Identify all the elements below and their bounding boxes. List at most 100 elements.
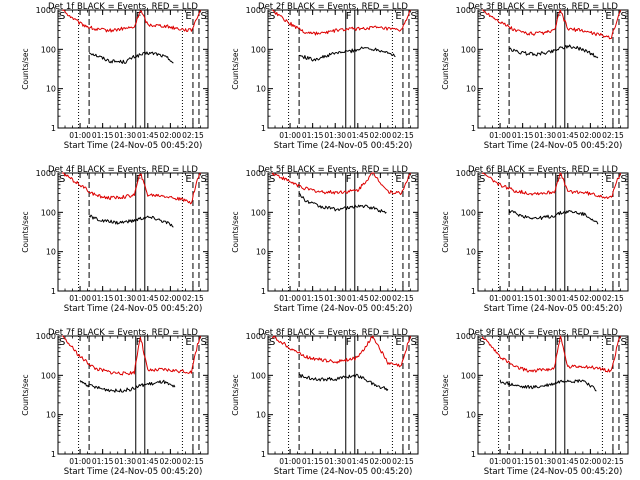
flag-label: S <box>479 11 485 22</box>
flag-label: E <box>185 337 191 348</box>
panel-1: Det 1f BLACK = Events, RED = LLD 1 10 100 10… <box>21 2 209 151</box>
x-tick-label: 01:15 <box>512 131 534 140</box>
x-axis-label: Start Time (24-Nov-05 00:45:20) <box>484 304 623 314</box>
x-tick-label: 01:15 <box>302 457 324 466</box>
x-tick-label: 01:00 <box>279 457 301 466</box>
x-tick-label: 01:15 <box>92 457 114 466</box>
x-tick-label: 01:30 <box>324 294 346 303</box>
x-tick-label: 01:45 <box>137 294 159 303</box>
series-line-red <box>61 9 201 33</box>
flag-label: E <box>395 337 401 348</box>
x-tick-label: 01:15 <box>92 294 114 303</box>
flag-label: E <box>185 11 191 22</box>
y-tick-label: 100 <box>41 45 56 54</box>
flag-label: S <box>620 174 626 185</box>
series-line-black <box>88 214 174 228</box>
y-tick-label: 1 <box>261 287 266 296</box>
flag-label: S <box>269 11 275 22</box>
flag-label: S <box>479 174 485 185</box>
y-tick-label: 100 <box>251 45 266 54</box>
x-axis-label: Start Time (24-Nov-05 00:45:20) <box>274 467 413 477</box>
plot-frame <box>477 9 629 129</box>
panel-title: Det 9f BLACK = Events, RED = LLD <box>468 328 618 338</box>
y-tick-label: 100 <box>41 371 56 380</box>
x-tick-label: 01:45 <box>557 294 579 303</box>
flag-label: S <box>410 174 416 185</box>
y-axis-label: Counts/sec <box>231 211 240 252</box>
y-tick-label: 1 <box>471 124 476 133</box>
y-axis-label: Counts/sec <box>231 48 240 89</box>
flag-label: E <box>395 11 401 22</box>
x-tick-label: 01:00 <box>69 294 91 303</box>
x-tick-label: 02:15 <box>602 457 624 466</box>
y-tick-label: 10 <box>46 248 56 257</box>
x-tick-label: 02:00 <box>160 457 182 466</box>
plot-frame <box>267 9 419 129</box>
x-tick-label: 02:00 <box>370 294 392 303</box>
series-line-black <box>88 51 174 64</box>
x-tick-label: 01:30 <box>534 131 556 140</box>
x-tick-label: 01:30 <box>324 457 346 466</box>
panel-8: Det 8f BLACK = Events, RED = LLD 1 10 100 10… <box>231 328 419 477</box>
x-tick-label: 01:45 <box>557 131 579 140</box>
series-line-red <box>62 335 201 376</box>
panel-title: Det 1f BLACK = Events, RED = LLD <box>48 2 198 12</box>
x-tick-label: 02:15 <box>392 131 414 140</box>
y-axis-label: Counts/sec <box>21 48 30 89</box>
x-tick-label: 01:15 <box>512 457 534 466</box>
x-tick-label: 01:45 <box>347 294 369 303</box>
flag-label: E <box>395 174 401 185</box>
x-tick-label: 01:15 <box>512 294 534 303</box>
flag-label: S <box>200 174 206 185</box>
series-line-red <box>271 172 411 195</box>
y-tick-label: 10 <box>256 248 266 257</box>
panel-2: Det 2f BLACK = Events, RED = LLD 1 10 100 10… <box>231 2 419 151</box>
x-tick-label: 01:00 <box>489 457 511 466</box>
x-axis-label: Start Time (24-Nov-05 00:45:20) <box>274 304 413 314</box>
y-tick-label: 1000 <box>36 169 56 178</box>
y-tick-label: 1000 <box>456 169 476 178</box>
x-axis-label: Start Time (24-Nov-05 00:45:20) <box>64 304 203 314</box>
series-line-red <box>271 9 411 36</box>
x-axis-label: Start Time (24-Nov-05 00:45:20) <box>64 467 203 477</box>
y-tick-label: 10 <box>466 85 476 94</box>
panel-4: Det 4f BLACK = Events, RED = LLD 1 10 100 10… <box>21 165 209 314</box>
panel-9: Det 9f BLACK = Events, RED = LLD 1 10 100 10… <box>441 328 629 477</box>
x-tick-label: 01:00 <box>69 131 91 140</box>
x-tick-label: 02:15 <box>182 294 204 303</box>
flag-label: S <box>200 337 206 348</box>
y-tick-label: 100 <box>461 208 476 217</box>
x-tick-label: 02:15 <box>182 457 204 466</box>
y-axis-label: Counts/sec <box>441 48 450 89</box>
y-tick-label: 1000 <box>246 332 266 341</box>
y-tick-label: 10 <box>466 248 476 257</box>
series-line-black <box>508 44 599 59</box>
y-tick-label: 10 <box>256 85 266 94</box>
x-tick-label: 01:45 <box>137 457 159 466</box>
panel-title: Det 2f BLACK = Events, RED = LLD <box>258 2 408 12</box>
x-tick-label: 02:15 <box>392 294 414 303</box>
panel-7: Det 7f BLACK = Events, RED = LLD 1 10 100 10… <box>21 328 209 477</box>
x-tick-label: 02:00 <box>580 131 602 140</box>
panel-title: Det 4f BLACK = Events, RED = LLD <box>48 165 198 175</box>
flag-label: S <box>59 337 65 348</box>
x-tick-label: 01:15 <box>302 294 324 303</box>
panel-title: Det 6f BLACK = Events, RED = LLD <box>468 165 618 175</box>
y-axis-label: Counts/sec <box>231 374 240 415</box>
flag-label: S <box>479 337 485 348</box>
series-line-black <box>299 46 396 62</box>
y-tick-label: 1000 <box>246 6 266 15</box>
series-line-red <box>481 335 621 373</box>
flag-label: S <box>410 11 416 22</box>
y-tick-label: 100 <box>251 371 266 380</box>
x-tick-label: 01:15 <box>302 131 324 140</box>
flag-label: S <box>269 337 275 348</box>
flag-label: E <box>185 174 191 185</box>
y-axis-label: Counts/sec <box>21 374 30 415</box>
y-tick-label: 100 <box>461 45 476 54</box>
y-tick-label: 10 <box>466 411 476 420</box>
flag-label: S <box>200 11 206 22</box>
x-tick-label: 01:45 <box>557 457 579 466</box>
y-tick-label: 1000 <box>456 332 476 341</box>
y-tick-label: 10 <box>46 411 56 420</box>
